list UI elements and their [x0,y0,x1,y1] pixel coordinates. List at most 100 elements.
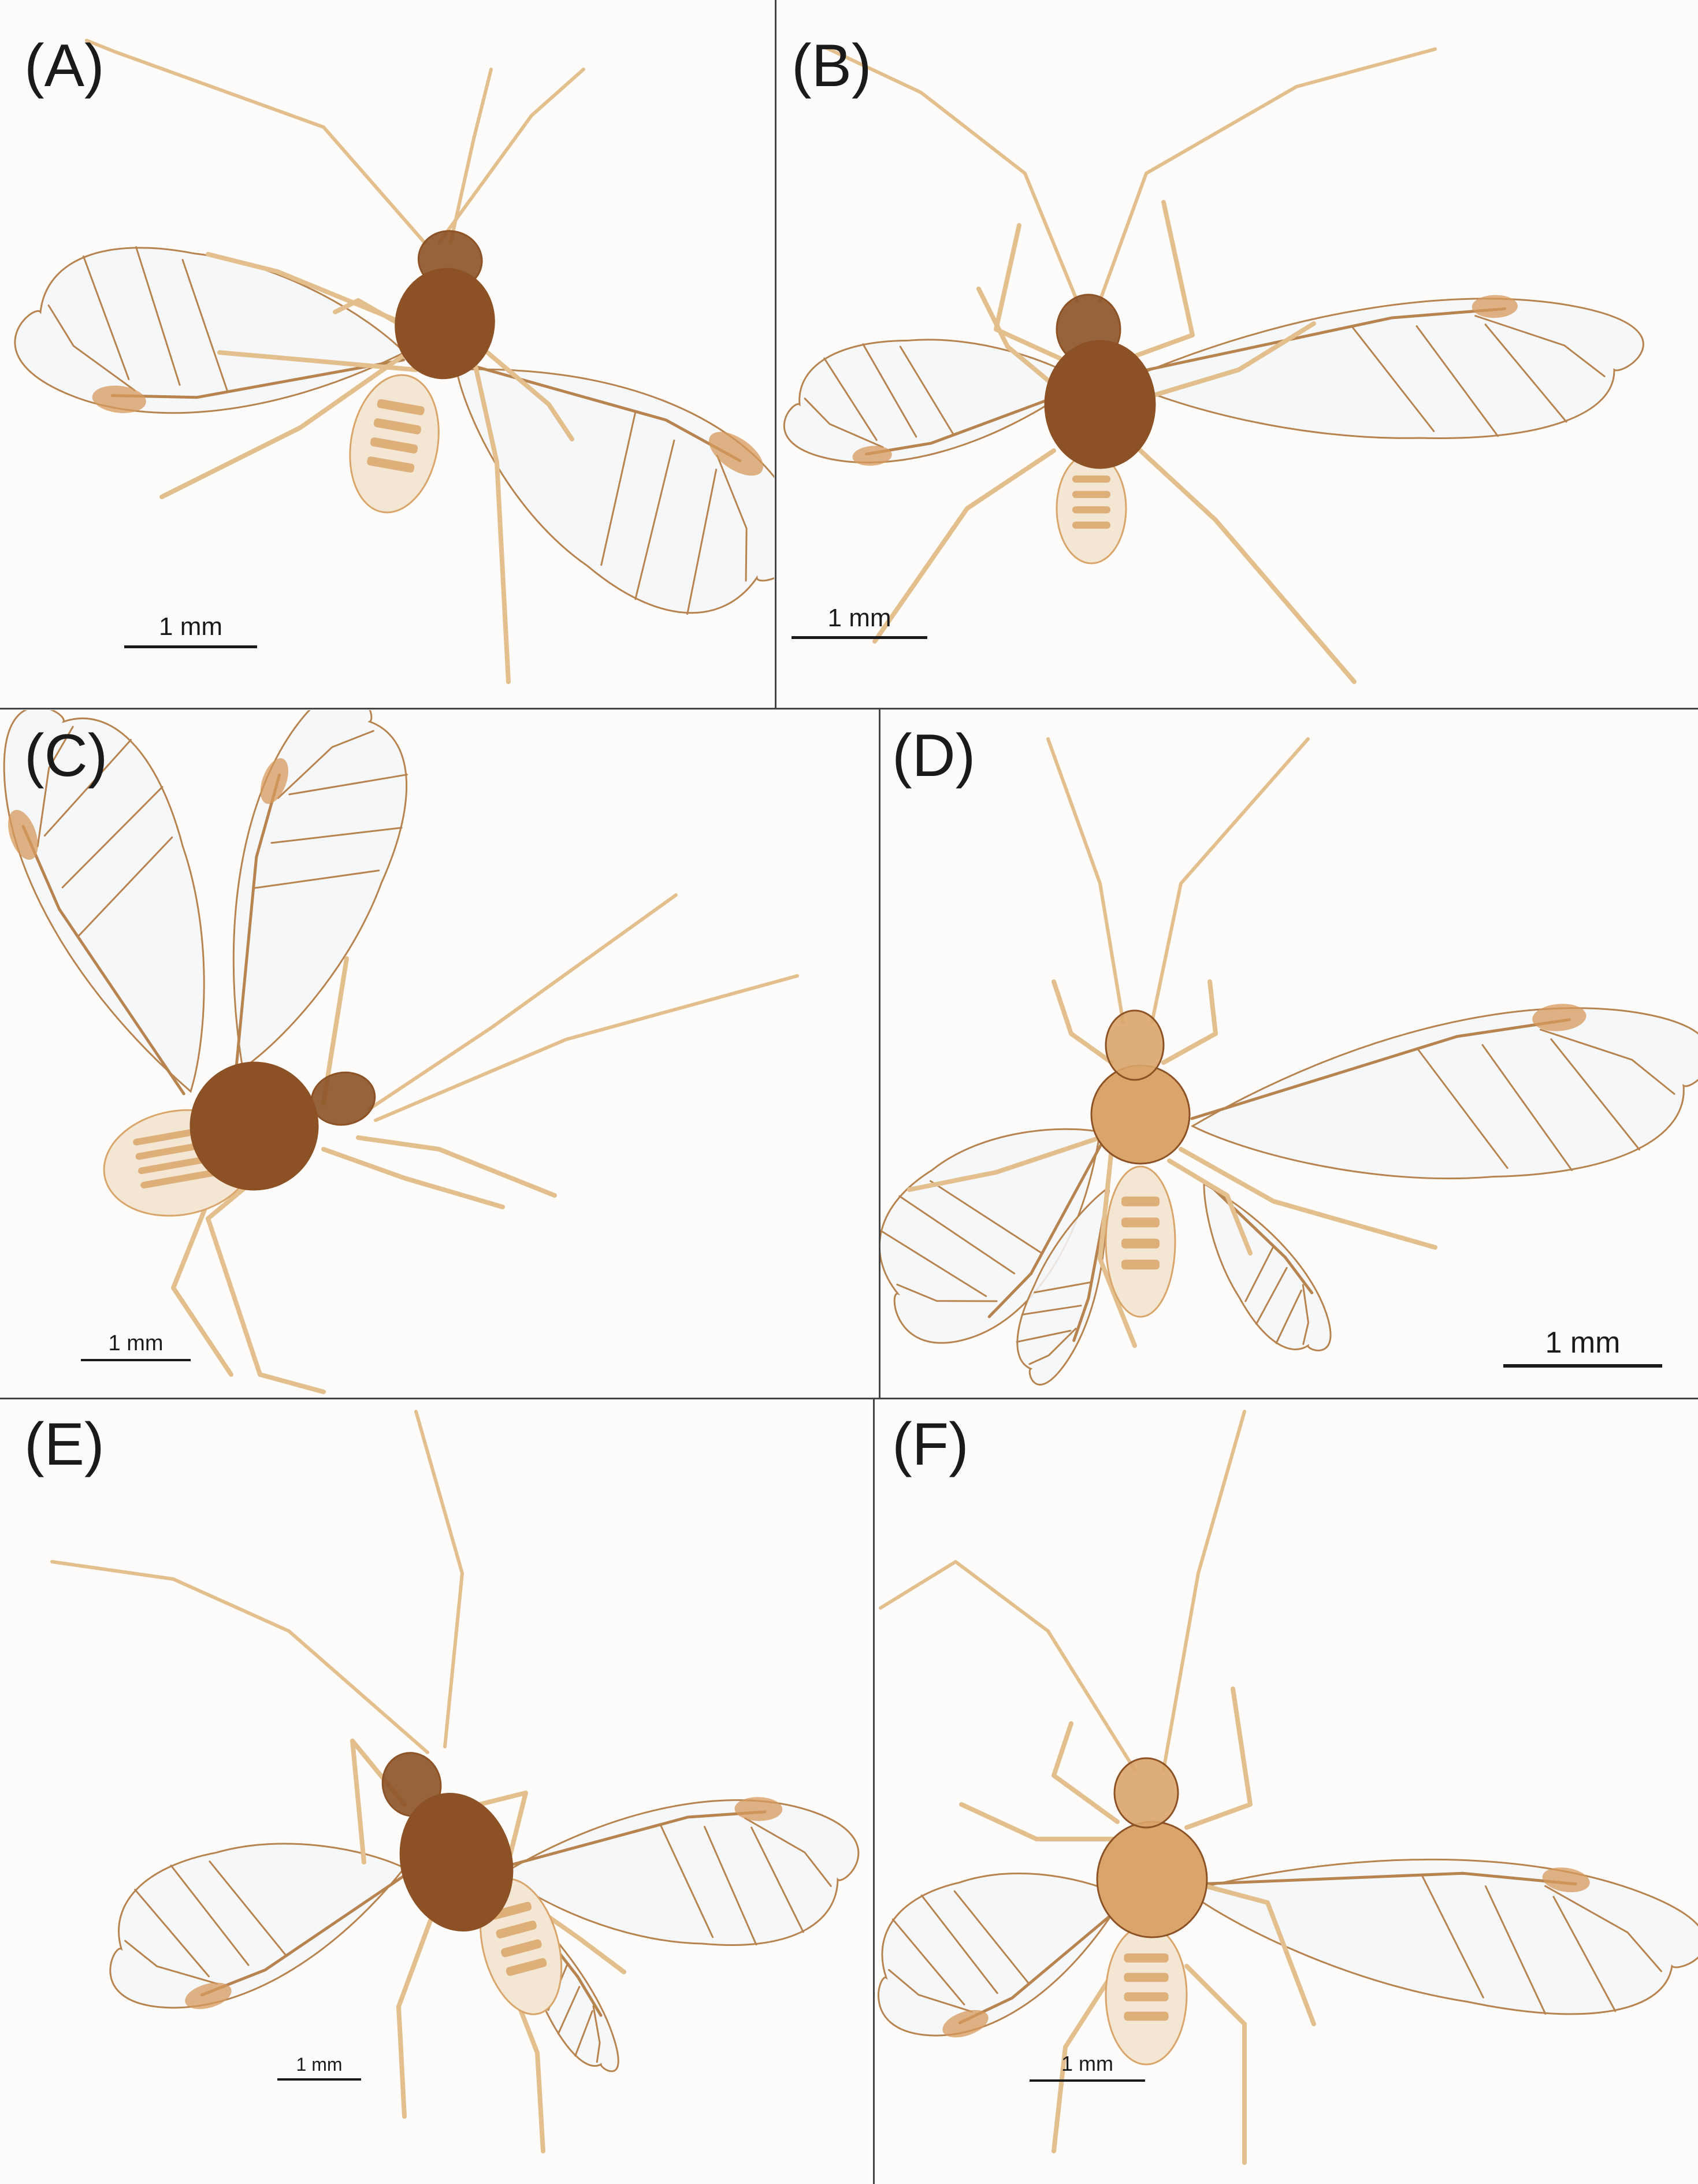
wing-e-3-vein-2 [557,1986,581,2035]
leg-c-3 [356,1135,557,1198]
body-a-head [417,230,483,290]
wing-b-1-vein-3 [823,357,878,441]
wing-e-2-vein-4 [744,1817,832,1887]
wing-c-1-vein-3 [43,738,132,837]
body-a-abdomen-band-1 [377,399,425,415]
aphid-specimen-f [878,1410,1698,2165]
leg-f-5 [959,1802,1125,1841]
scale-label-b: 1 mm [827,604,891,632]
body-c-abdomen-band-4 [140,1168,222,1188]
panel-f: (F) 1 mm [875,1400,1698,2184]
wing-d-2-vein-4 [1539,1028,1675,1095]
wing-a-1-vein-4 [47,304,136,392]
body-b [1044,294,1156,564]
panel-label-e: (E) [24,1411,105,1478]
wing-d-1-vein-1 [929,1180,1042,1254]
wing-f-2-pterostigma [1542,1867,1590,1893]
leg-f-3 [1052,1964,1120,2153]
leg-f-6 [1179,1877,1316,2026]
wing-d-2 [1190,1007,1698,1180]
scale-label-d: 1 mm [1545,1326,1621,1360]
wing-c-1-vein-2 [61,786,164,889]
wing-b-1-vein-4 [804,398,884,448]
aphid-specimen-d [880,737,1698,1386]
wing-b-2-vein-4 [1474,315,1606,377]
body-e-abdomen-band-4 [506,1958,547,1976]
wing-e-2-vein-1 [660,1825,714,1938]
wing-f-2-vein-1 [1421,1875,1484,1999]
wing-d-4-vein-4 [1302,1284,1310,1345]
wing-f-2 [1184,1858,1698,2015]
wing-a-2-vein-2 [634,439,675,600]
wing-e-2 [501,1799,860,1946]
scale-label-a: 1 mm [159,612,222,641]
wing-c-2-vein-1 [254,870,380,889]
wing-b-2-costal-vein [1121,307,1506,377]
panel-label-d: (D) [892,722,976,789]
body-d-abdomen-band-2 [1121,1217,1160,1228]
leg-e-5 [396,1895,441,2119]
scale-line-c [81,1359,191,1361]
body-d-abdomen-band-4 [1121,1260,1160,1270]
wing-e-1-vein-4 [124,1940,218,1985]
leg-a-6 [217,350,418,372]
wing-b-2-pterostigma [1472,295,1518,318]
divider-col-cd [879,710,880,1398]
wing-c-1-pterostigma [8,809,38,860]
scale-bar-b: 1 mm [792,604,927,644]
antenna-d-1 [1046,737,1125,1024]
antenna-c-1 [368,893,678,1110]
leg-a-2 [159,344,418,499]
wing-a-1-vein-2 [135,246,181,386]
scale-label-c: 1 mm [108,1331,164,1355]
wing-e-2-pterostigma [734,1797,783,1821]
wing-d-3-vein-1 [1034,1281,1092,1294]
scale-bar-c: 1 mm [81,1331,191,1366]
panel-label-c: (C) [24,722,108,789]
antenna-d-2 [1150,737,1310,1024]
body-d [1090,1009,1191,1318]
scale-line-a [124,645,257,648]
body-e [381,1752,563,2015]
wing-e-3-vein-3 [574,2010,593,2057]
wing-f-1-vein-3 [891,1918,965,2005]
scale-label-e: 1 mm [296,2054,343,2075]
body-a-abdomen-band-3 [370,437,418,454]
wing-e-1-pterostigma [185,1982,232,2010]
aphid-specimen-b [783,44,1644,684]
wing-b-2 [1121,298,1644,439]
divider-row-2 [0,1398,1698,1399]
leg-d-2 [1161,979,1218,1065]
leg-d-4 [1179,1147,1437,1250]
wing-d-2-vein-1 [1417,1049,1508,1169]
wing-a-1-vein-1 [181,259,228,391]
body-f-head [1113,1757,1179,1829]
wing-c-1-vein-4 [36,726,74,848]
body-f-abdomen-band-2 [1124,1973,1169,1982]
panel-c: (C) 1 mm [0,710,878,1398]
leg-f-2 [1184,1687,1253,1830]
wing-a-2-vein-4 [716,454,748,582]
wing-f-2-vein-4 [1544,1885,1662,1973]
wing-a-2-pterostigma [709,432,763,476]
panel-d: (D) 1 mm [880,710,1698,1398]
leg-b-2 [1127,200,1195,361]
leg-d-1 [1052,979,1114,1065]
wing-a-2-vein-1 [600,412,636,566]
antenna-b-1 [821,44,1079,302]
wing-e-1 [109,1843,406,2009]
body-d-abdomen-band-1 [1121,1197,1160,1206]
antenna-a-1 [85,39,426,244]
divider-row-1 [0,708,1698,710]
leg-d-5 [1098,1147,1137,1348]
scale-line-d [1503,1364,1662,1368]
wing-d-3-vein-2 [1021,1305,1082,1316]
wing-a-1-vein-3 [82,255,130,380]
wing-b-2-vein-3 [1484,324,1567,423]
aphid-specimen-a [14,39,774,684]
body-f-abdomen-band-1 [1124,1953,1169,1963]
leg-a-1 [206,252,407,326]
leg-a-3 [471,356,511,684]
body-e-head [381,1752,442,1817]
wing-f-2-costal-vein [1186,1871,1577,1886]
